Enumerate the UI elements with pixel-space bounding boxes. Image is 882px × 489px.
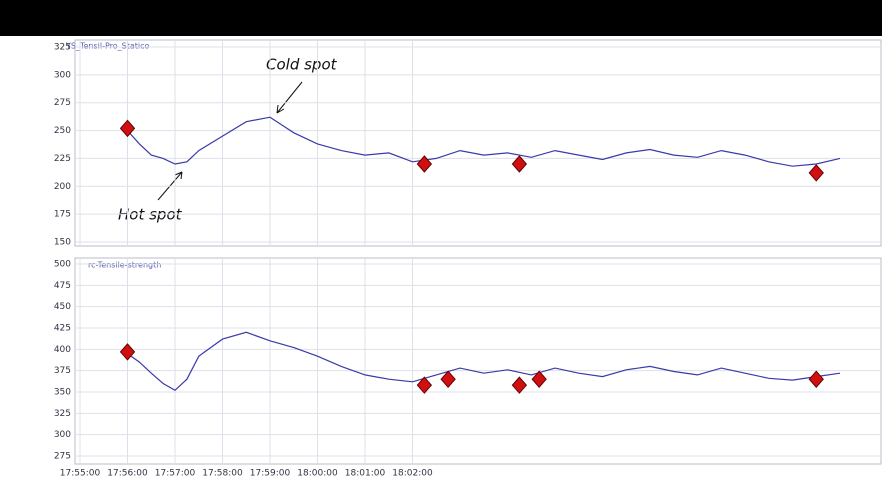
marker <box>511 155 528 173</box>
y-tick-label: 275 <box>54 452 71 462</box>
y-tick-label: 300 <box>54 430 71 440</box>
marker <box>440 370 456 388</box>
marker <box>808 370 824 388</box>
y-tick-label: 275 <box>54 98 71 108</box>
y-tick-label: 325 <box>54 409 71 419</box>
top-band <box>0 0 882 36</box>
x-tick-label: 17:55:00 <box>60 469 101 479</box>
legend-entry: YS_Tensil-Pro_Statico <box>65 42 150 51</box>
series-line <box>127 116 841 167</box>
x-tick-label: 17:59:00 <box>250 469 291 479</box>
annotation-arrow <box>276 104 285 114</box>
y-tick-label: 400 <box>54 345 71 355</box>
y-tick-label: 150 <box>54 238 71 248</box>
y-tick-label: 475 <box>54 281 71 291</box>
marker <box>511 376 528 394</box>
y-tick-label: 350 <box>54 388 71 398</box>
y-tick-label: 450 <box>54 302 71 312</box>
marker <box>119 119 136 138</box>
y-tick-label: 375 <box>54 366 71 376</box>
marker <box>416 376 433 394</box>
x-tick-label: 17:56:00 <box>107 469 148 479</box>
marker <box>808 164 824 182</box>
annotation: Cold spot <box>266 56 338 74</box>
x-tick-label: 18:02:00 <box>392 469 433 479</box>
y-tick-label: 300 <box>54 70 71 80</box>
y-tick-label: 175 <box>54 210 71 220</box>
y-tick-label: 225 <box>54 154 71 164</box>
x-tick-label: 17:57:00 <box>155 469 196 479</box>
y-tick-label: 500 <box>54 260 71 270</box>
x-tick-label: 17:58:00 <box>202 469 243 479</box>
y-tick-label: 325 <box>54 43 71 53</box>
plot-frame <box>74 257 882 465</box>
annotation-arrow <box>174 171 183 180</box>
y-tick-label: 425 <box>54 324 71 334</box>
x-tick-label: 18:00:00 <box>297 469 338 479</box>
marker <box>531 370 547 388</box>
marker <box>416 155 433 173</box>
annotation-arrow <box>276 81 303 114</box>
x-tick-label: 18:01:00 <box>345 469 386 479</box>
legend-entry: rc-Tensile-strength <box>88 261 161 270</box>
marker <box>119 343 136 361</box>
plot-frame <box>74 39 882 247</box>
y-tick-label: 250 <box>54 126 71 136</box>
y-tick-label: 200 <box>54 182 71 192</box>
